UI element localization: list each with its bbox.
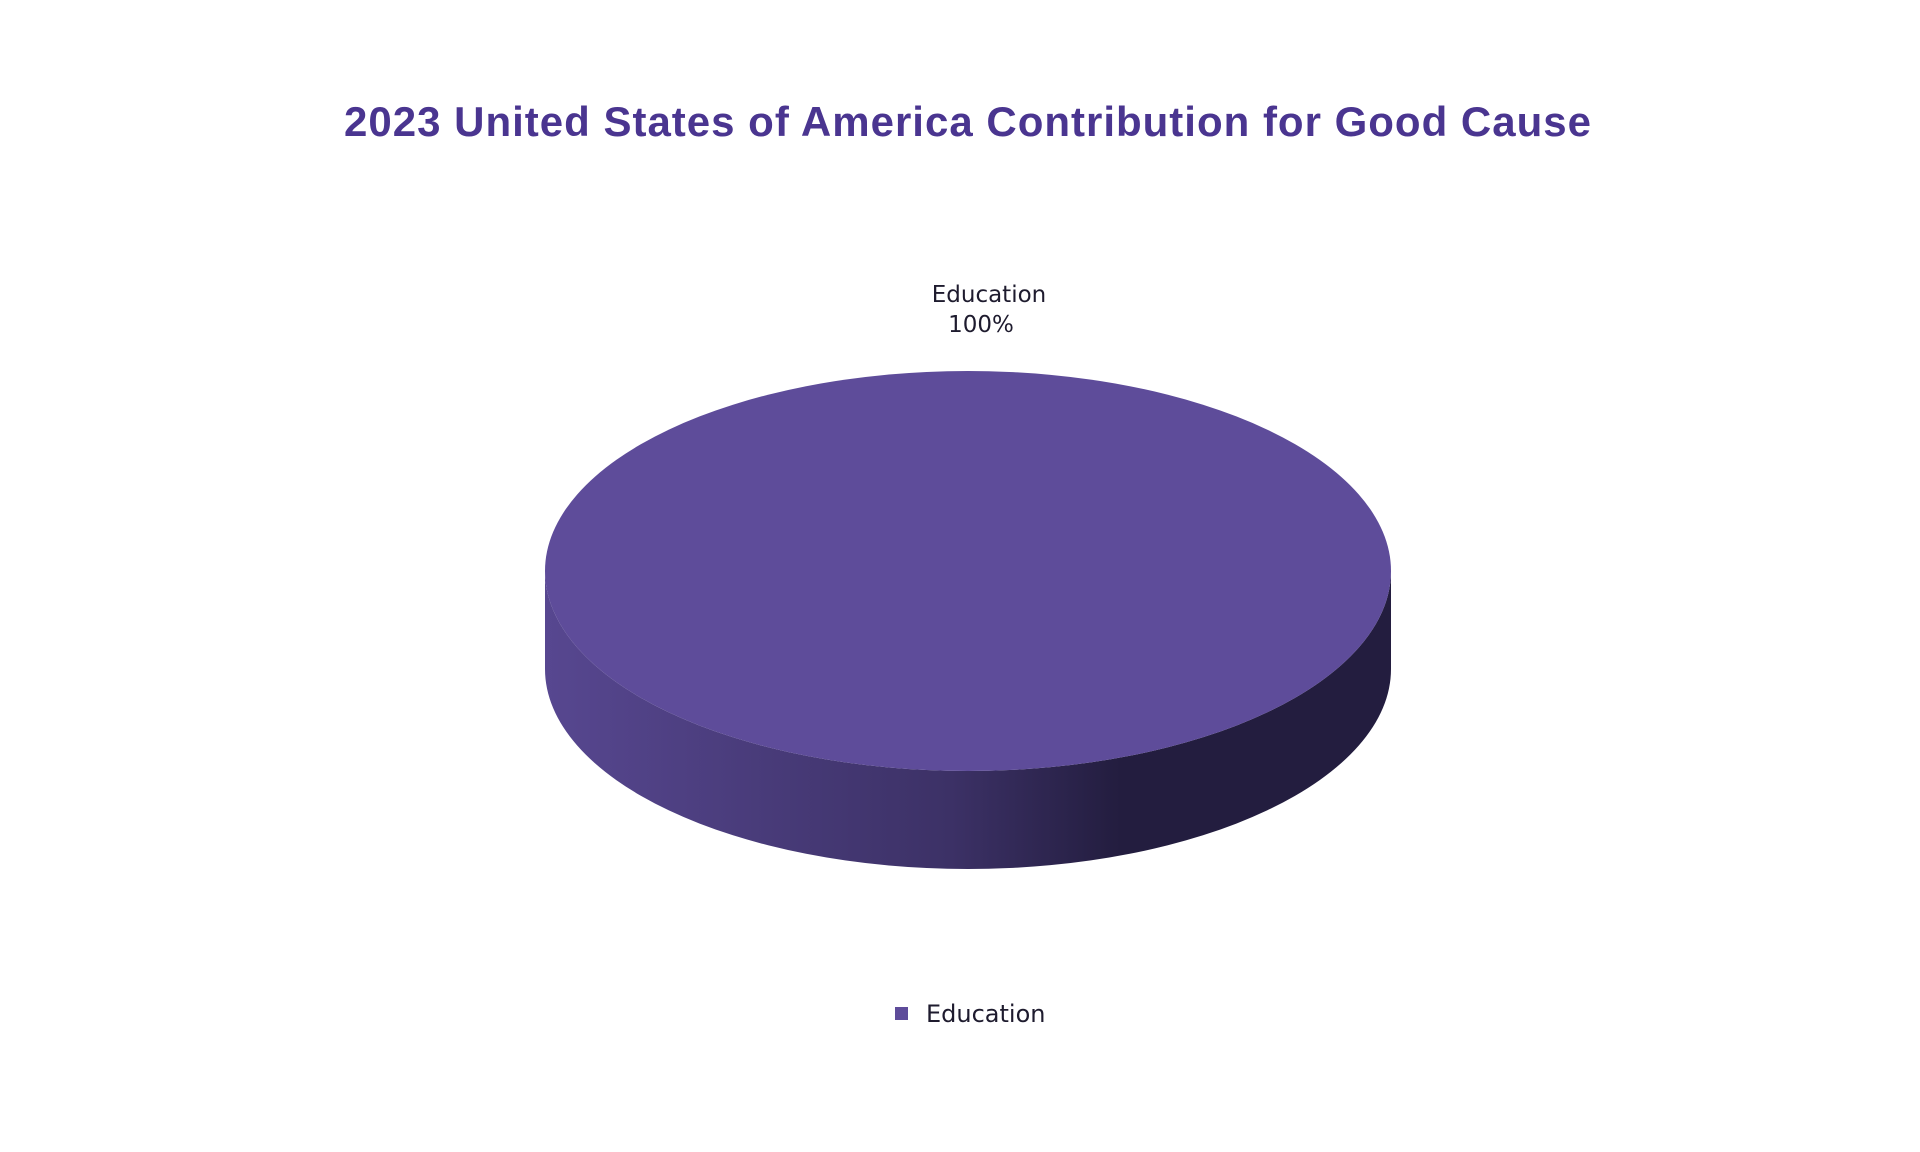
pie-slice-education	[545, 371, 1391, 771]
legend-swatch-education	[895, 1007, 908, 1020]
chart-title: 2023 United States of America Contributi…	[344, 98, 1592, 145]
slice-label-education: Education	[932, 282, 1047, 308]
pie-side-wall	[545, 571, 1391, 869]
legend-label-education: Education	[926, 1000, 1045, 1028]
pie-slices	[545, 371, 1391, 869]
legend: Education	[895, 1000, 1045, 1028]
slice-percent-education: 100%	[948, 312, 1014, 338]
slice-labels: Education 100%	[932, 282, 1047, 338]
